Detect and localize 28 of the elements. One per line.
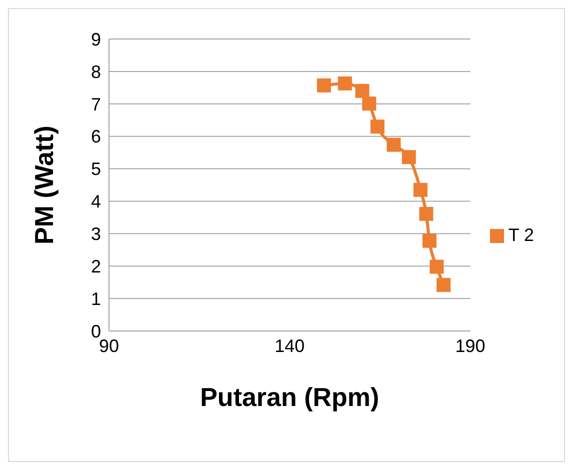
x-tick-label: 190 (455, 336, 486, 356)
x-axis-title: Putaran (Rpm) (200, 382, 380, 412)
y-tick-label: 2 (90, 256, 101, 276)
point (362, 96, 376, 111)
y-tick-label: 3 (90, 224, 101, 244)
y-tick-label: 7 (90, 94, 101, 114)
x-tick-label: 90 (98, 336, 120, 356)
legend-label: T 2 (508, 224, 534, 244)
x-tick-label: 140 (274, 336, 305, 356)
point (402, 150, 416, 164)
y-axis-title: PM (Watt) (29, 126, 60, 244)
point (386, 138, 401, 152)
point (430, 260, 444, 274)
y-tick-label: 5 (90, 159, 101, 180)
point (413, 182, 428, 197)
point (419, 206, 434, 221)
y-tick-label: 9 (90, 29, 101, 50)
point (422, 234, 436, 248)
y-tick-label: 0 (90, 321, 101, 342)
point (338, 76, 352, 90)
point (436, 278, 451, 292)
y-tick-label: 6 (90, 126, 101, 147)
point (370, 120, 384, 134)
y-tick-label: 8 (90, 62, 101, 82)
y-tick-label: 4 (90, 192, 101, 212)
point (355, 84, 370, 98)
point (316, 78, 331, 92)
y-tick-label: 1 (90, 288, 101, 309)
